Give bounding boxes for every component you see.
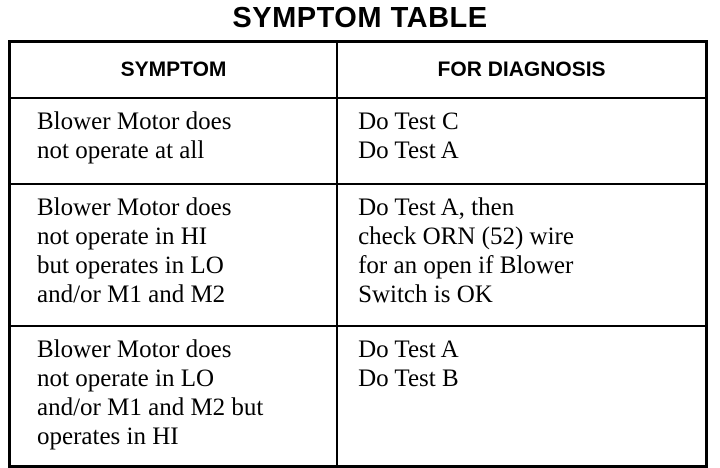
- diagnosis-text-line: for an open if Blower: [358, 252, 574, 279]
- symptom-cell: Blower Motor does not operate in HI but op…: [8, 183, 339, 327]
- symptom-text-line: Blower Motor does: [37, 108, 232, 135]
- symptom-text-line: and/or M1 and M2 but: [37, 394, 264, 421]
- diagnosis-text-line: check ORN (52) wire: [358, 223, 574, 250]
- symptom-text-line: and/or M1 and M2: [37, 281, 226, 308]
- header-row: SYMPTOM FOR DIAGNOSIS: [8, 40, 708, 99]
- table-row: Blower Motor does not operate at all Do Te…: [8, 97, 708, 185]
- symptom-text-line: Blower Motor does: [37, 194, 232, 221]
- header-symptom: SYMPTOM: [8, 40, 339, 99]
- diagnosis-text-line: Do Test A: [358, 137, 459, 164]
- page-title: SYMPTOM TABLE: [232, 2, 488, 34]
- symptom-cell: Blower Motor does not operate in LO and/or…: [8, 325, 339, 468]
- diagnosis-text-line: Switch is OK: [358, 281, 493, 308]
- symptom-text-line: not operate in HI: [37, 223, 208, 250]
- diagnosis-text-line: Do Test A: [358, 336, 459, 363]
- diagnosis-text-line: Do Test A, then: [358, 194, 515, 221]
- symptom-text-line: not operate at all: [37, 137, 205, 164]
- symptom-text-line: Blower Motor does: [37, 336, 232, 363]
- diagnosis-text-line: Do Test C: [358, 108, 459, 135]
- symptom-cell: Blower Motor does not operate at all: [8, 97, 339, 185]
- symptom-table: SYMPTOM FOR DIAGNOSIS Blower Motor does n…: [8, 40, 708, 468]
- symptom-text-line: but operates in LO: [37, 252, 224, 279]
- diagnosis-cell: Do Test A, then check ORN (52) wire for an…: [336, 183, 708, 327]
- diagnosis-cell: Do Test A Do Test B: [336, 325, 708, 468]
- table-row: Blower Motor does not operate in LO and/or…: [8, 325, 708, 468]
- symptom-text-line: operates in HI: [37, 423, 179, 450]
- diagnosis-cell: Do Test C Do Test A: [336, 97, 708, 185]
- symptom-text-line: not operate in LO: [37, 365, 215, 392]
- header-diagnosis: FOR DIAGNOSIS: [336, 40, 708, 99]
- diagnosis-text-line: Do Test B: [358, 365, 459, 392]
- table-row: Blower Motor does not operate in HI but op…: [8, 183, 708, 327]
